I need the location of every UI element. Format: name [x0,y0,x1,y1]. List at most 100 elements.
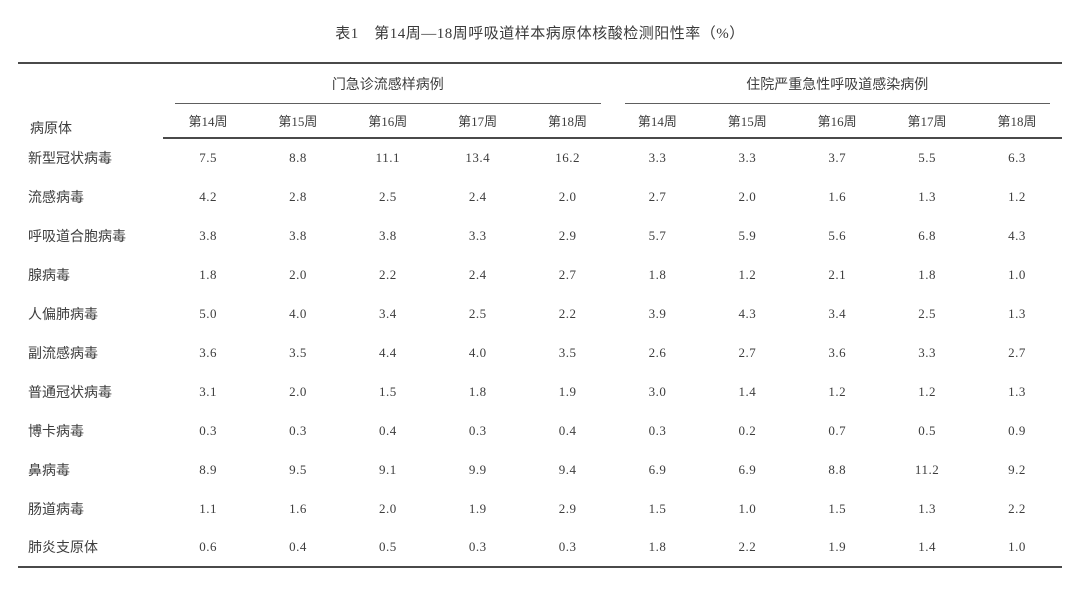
value-cell: 1.5 [648,500,667,516]
table-title: 表1 第14周—18周呼吸道样本病原体核酸检测阳性率（%） [335,26,745,42]
value-cell: 0.5 [918,422,936,438]
value-cell: 8.8 [289,150,307,165]
value-cell: 0.3 [648,422,667,438]
value-cell: 1.3 [1008,305,1026,321]
value-cell: 3.3 [918,344,936,360]
pathogen-name: 副流感病毒 [28,346,98,362]
value-cell: 9.4 [558,461,577,477]
week-header-inpatient-17: 第17周 [882,104,972,139]
value-cell: 3.6 [199,344,217,360]
value-cell: 2.1 [828,266,847,282]
table-body: 新型冠状病毒 7.5 8.8 11.1 13.4 16.2 3.3 3.3 3.7 5.5 6.3 流… [18,138,1062,567]
value-cell: 1.0 [1008,539,1026,554]
value-cell: 1.8 [648,266,667,282]
value-cell: 2.9 [558,500,577,516]
pathogen-name: 流感病毒 [28,190,84,206]
value-cell: 1.2 [738,266,757,282]
value-cell: 0.3 [468,539,487,554]
pathogen-positivity-table: 病原体 门急诊流感样病例 住院严重急性呼吸道感染病例 第14周 第15周 第16… [18,62,1062,568]
value-cell: 5.0 [199,305,217,321]
value-cell: 0.7 [828,422,847,438]
value-cell: 0.5 [378,539,397,554]
value-cell: 2.9 [558,227,577,243]
week-header-inpatient-14: 第14周 [612,104,703,139]
week-header-row: 第14周 第15周 第16周 第17周 第18周 第14周 第15周 第16周 … [18,104,1062,139]
value-cell: 13.4 [465,150,491,165]
value-cell: 6.8 [918,227,936,243]
value-cell: 2.2 [1008,500,1026,516]
value-cell: 6.3 [1008,150,1026,165]
value-cell: 1.2 [918,383,936,399]
value-cell: 3.3 [648,150,667,165]
value-cell: 1.2 [828,383,847,399]
pathogen-name: 肺炎支原体 [28,541,98,556]
table-row: 流感病毒 4.2 2.8 2.5 2.4 2.0 2.7 2.0 1.6 1.3 1.2 [18,177,1062,216]
value-cell: 2.7 [648,188,667,204]
value-cell: 9.1 [378,461,397,477]
value-cell: 2.0 [289,266,307,282]
pathogen-name: 普通冠状病毒 [28,385,112,401]
table-row: 呼吸道合胞病毒 3.8 3.8 3.8 3.3 2.9 5.7 5.9 5.6 6.8 4.3 [18,216,1062,255]
group-header-outpatient-label: 门急诊流感样病例 [175,64,601,104]
value-cell: 2.2 [558,305,577,321]
value-cell: 3.6 [828,344,847,360]
value-cell: 1.5 [828,500,847,516]
value-cell: 0.4 [558,422,577,438]
value-cell: 8.9 [199,461,217,477]
value-cell: 2.2 [378,266,397,282]
pathogen-name: 鼻病毒 [28,463,70,479]
pathogen-name: 呼吸道合胞病毒 [28,229,126,245]
week-header-inpatient-18: 第18周 [972,104,1062,139]
value-cell: 1.8 [918,266,936,282]
value-cell: 6.9 [738,461,757,477]
value-cell: 2.7 [1008,344,1026,360]
value-cell: 0.3 [468,422,487,438]
table-row: 肠道病毒 1.1 1.6 2.0 1.9 2.9 1.5 1.0 1.5 1.3 2.2 [18,489,1062,528]
value-cell: 0.3 [289,422,307,438]
table-row: 新型冠状病毒 7.5 8.8 11.1 13.4 16.2 3.3 3.3 3.7 5.5 6.3 [18,138,1062,177]
value-cell: 2.4 [468,188,487,204]
value-cell: 8.8 [828,461,847,477]
value-cell: 5.5 [918,150,936,165]
value-cell: 3.8 [289,227,307,243]
table-row: 普通冠状病毒 3.1 2.0 1.5 1.8 1.9 3.0 1.4 1.2 1.2 1.3 [18,372,1062,411]
pathogen-name: 肠道病毒 [28,502,84,518]
week-header-inpatient-16: 第16周 [792,104,883,139]
table-row: 腺病毒 1.8 2.0 2.2 2.4 2.7 1.8 1.2 2.1 1.8 1.0 [18,255,1062,294]
value-cell: 1.8 [648,539,667,554]
value-cell: 5.6 [828,227,847,243]
value-cell: 4.0 [468,344,487,360]
value-cell: 1.3 [918,188,936,204]
value-cell: 2.7 [738,344,757,360]
value-cell: 1.6 [289,500,307,516]
value-cell: 4.2 [199,188,217,204]
value-cell: 1.0 [1008,266,1026,282]
value-cell: 2.0 [738,188,757,204]
table-row: 博卡病毒 0.3 0.3 0.4 0.3 0.4 0.3 0.2 0.7 0.5 0.9 [18,411,1062,450]
value-cell: 2.0 [558,188,577,204]
week-header-outpatient-17: 第17周 [432,104,523,139]
value-cell: 3.8 [378,227,397,243]
value-cell: 0.4 [378,422,397,438]
value-cell: 2.5 [918,305,936,321]
value-cell: 4.0 [289,305,307,321]
value-cell: 5.7 [648,227,667,243]
value-cell: 2.0 [289,383,307,399]
group-header-inpatient-label: 住院严重急性呼吸道感染病例 [624,64,1050,104]
value-cell: 16.2 [555,150,580,165]
value-cell: 1.9 [468,500,487,516]
value-cell: 2.5 [468,305,487,321]
pathogen-name: 腺病毒 [28,268,70,284]
value-cell: 1.5 [378,383,397,399]
value-cell: 3.3 [738,150,757,165]
value-cell: 3.3 [468,227,487,243]
value-cell: 1.3 [1008,383,1026,399]
value-cell: 3.0 [648,383,667,399]
value-cell: 2.0 [378,500,397,516]
value-cell: 2.4 [468,266,487,282]
value-cell: 1.2 [1008,188,1026,204]
value-cell: 1.1 [199,500,217,516]
value-cell: 1.4 [738,383,757,399]
value-cell: 1.8 [468,383,487,399]
